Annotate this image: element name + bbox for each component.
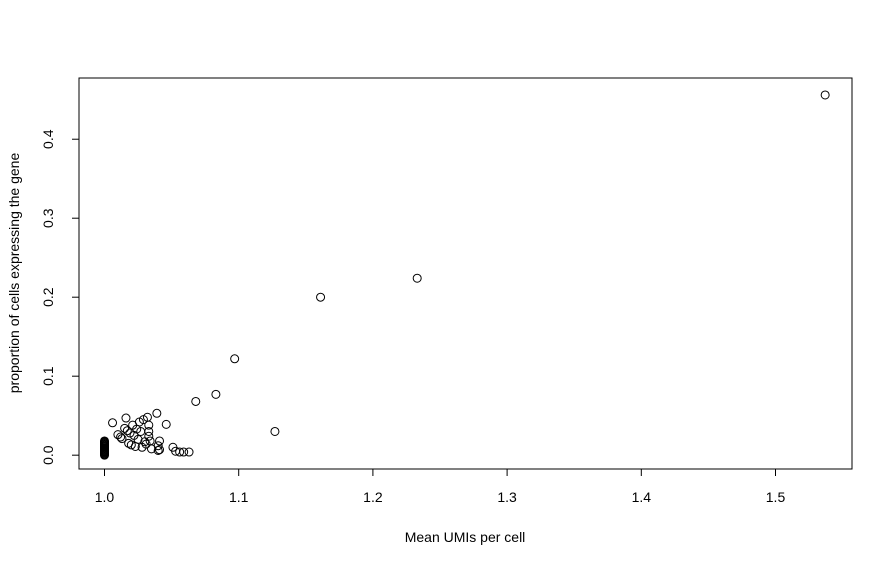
x-axis: 1.0 1.1 1.2 1.3 1.4 1.5 [95, 468, 786, 505]
data-point [820, 90, 830, 100]
data-point [153, 441, 163, 451]
data-point [152, 408, 162, 418]
data-point [133, 434, 143, 444]
data-point [121, 413, 131, 423]
data-point [153, 445, 163, 455]
data-point [144, 420, 154, 430]
data-point [270, 426, 280, 436]
x-axis-label: Mean UMIs per cell [405, 529, 526, 545]
data-point [122, 426, 132, 436]
data-point [117, 434, 127, 444]
data-point [179, 447, 189, 457]
data-point [116, 432, 126, 442]
data-point [191, 396, 201, 406]
data-point [100, 436, 109, 446]
x-tick-label: 1.3 [497, 489, 517, 505]
data-point [144, 426, 154, 436]
data-point [126, 440, 136, 450]
x-tick-label: 1.4 [632, 489, 652, 505]
data-point [108, 418, 118, 428]
y-tick-label: 0.3 [40, 208, 56, 228]
plot-frame [78, 77, 853, 470]
y-tick-label: 0.1 [40, 366, 56, 386]
x-tick-label: 1.5 [766, 489, 786, 505]
data-point [211, 389, 221, 399]
data-point [155, 445, 165, 455]
x-tick-label: 1.1 [229, 489, 249, 505]
y-tick-label: 0.2 [40, 287, 56, 307]
data-point [175, 447, 185, 457]
data-points [100, 90, 830, 460]
y-tick-label: 0.0 [40, 445, 56, 465]
data-point [184, 447, 194, 457]
data-point [316, 292, 326, 302]
data-point [161, 419, 171, 429]
y-axis: 0.0 0.1 0.2 0.3 0.4 [40, 129, 80, 465]
data-point [144, 431, 154, 441]
data-point [155, 436, 165, 446]
x-tick-label: 1.0 [95, 489, 115, 505]
y-tick-label: 0.4 [40, 129, 56, 149]
data-point [230, 354, 240, 364]
data-point [120, 423, 130, 433]
x-tick-label: 1.2 [363, 489, 383, 505]
data-point [412, 273, 422, 283]
y-axis-label: proportion of cells expressing the gene [6, 153, 22, 394]
